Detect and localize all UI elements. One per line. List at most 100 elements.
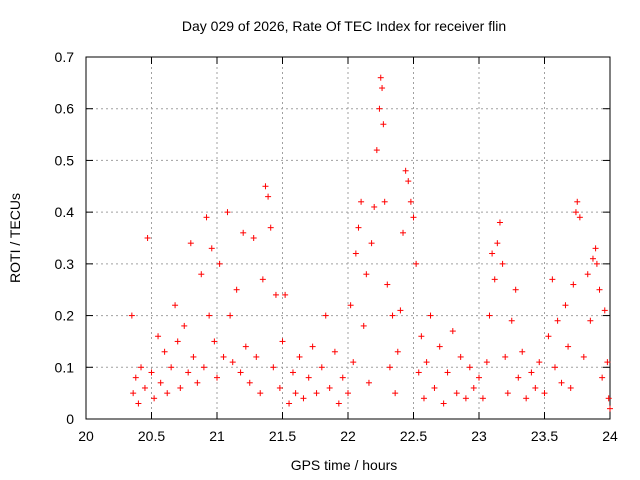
y-tick-label: 0.6	[55, 101, 75, 117]
data-point	[494, 240, 501, 247]
data-point	[181, 322, 188, 329]
data-point	[172, 302, 179, 309]
data-point	[144, 235, 151, 241]
data-point	[605, 395, 612, 402]
data-point	[570, 281, 577, 288]
data-point	[410, 214, 417, 221]
data-point	[352, 250, 359, 257]
data-point	[276, 384, 283, 391]
data-point	[289, 369, 296, 376]
data-point	[155, 333, 162, 340]
data-point	[365, 379, 372, 386]
data-point	[220, 353, 227, 360]
data-point	[177, 384, 184, 391]
x-tick-label: 21.5	[269, 428, 296, 444]
data-point	[286, 400, 293, 407]
data-point	[444, 369, 451, 376]
data-point	[292, 390, 299, 397]
data-point	[405, 178, 412, 185]
data-point	[389, 312, 396, 319]
data-point	[470, 384, 477, 391]
data-point	[427, 312, 434, 319]
data-point	[174, 338, 181, 345]
x-tick-label: 22	[340, 428, 356, 444]
data-point	[377, 74, 384, 81]
data-point	[407, 198, 414, 205]
data-point	[200, 364, 207, 371]
data-point	[259, 276, 266, 283]
data-point	[130, 390, 137, 397]
data-point	[423, 359, 430, 366]
data-point	[397, 307, 404, 314]
data-point	[541, 390, 548, 397]
data-point	[576, 214, 583, 221]
data-point	[148, 369, 155, 376]
data-point	[128, 312, 135, 319]
data-point	[161, 348, 168, 355]
data-point	[360, 322, 367, 329]
data-point	[211, 338, 218, 345]
data-point	[545, 333, 552, 340]
y-tick-label: 0.1	[55, 359, 75, 375]
data-point	[326, 384, 333, 391]
data-point	[279, 338, 286, 345]
data-point	[240, 229, 247, 236]
data-point	[206, 312, 213, 319]
data-point	[233, 286, 240, 293]
data-point	[499, 260, 506, 267]
x-tick-label: 23	[471, 428, 487, 444]
data-point	[373, 147, 380, 154]
data-point	[296, 353, 303, 360]
data-point	[607, 405, 613, 412]
data-point	[384, 281, 391, 288]
data-point	[489, 250, 496, 257]
data-point	[157, 379, 164, 386]
x-tick-label: 23.5	[531, 428, 558, 444]
data-point	[345, 390, 351, 397]
data-point	[168, 364, 175, 371]
data-point	[229, 359, 236, 366]
data-point	[449, 328, 456, 335]
data-point	[601, 307, 608, 314]
data-point	[380, 121, 387, 128]
data-point	[237, 369, 244, 376]
data-point	[250, 235, 257, 241]
data-point	[580, 353, 587, 360]
data-point	[335, 400, 342, 407]
data-point	[483, 359, 490, 366]
data-point	[491, 276, 498, 283]
data-point	[300, 395, 307, 402]
grid	[86, 57, 610, 419]
data-point	[420, 395, 427, 402]
data-point	[358, 198, 365, 205]
data-point	[216, 260, 223, 267]
data-point	[400, 229, 407, 236]
data-point	[381, 198, 388, 205]
data-point	[246, 379, 253, 386]
data-point	[486, 312, 493, 319]
data-point	[554, 317, 561, 324]
tick-labels: 20 20.5 21 21.5 22 22.5 23 23.5 24 0 0.1 0.2 0.3 0.4 0…	[55, 49, 618, 444]
data-point	[457, 353, 464, 360]
data-point	[386, 364, 393, 371]
data-point	[309, 343, 316, 350]
data-point	[532, 384, 539, 391]
data-point	[567, 384, 574, 391]
data-point	[355, 224, 362, 231]
data-point	[141, 384, 148, 391]
data-point	[282, 291, 289, 298]
data-point	[265, 193, 272, 200]
data-point	[466, 364, 473, 371]
y-tick-label: 0.5	[55, 152, 75, 168]
data-point	[253, 353, 260, 360]
data-point	[596, 286, 603, 293]
y-tick-label: 0.4	[55, 204, 75, 220]
x-tick-label: 20	[78, 428, 94, 444]
data-point	[190, 353, 197, 360]
data-point	[368, 240, 375, 247]
data-point	[565, 343, 572, 350]
data-point	[587, 317, 594, 324]
data-point	[394, 348, 401, 355]
